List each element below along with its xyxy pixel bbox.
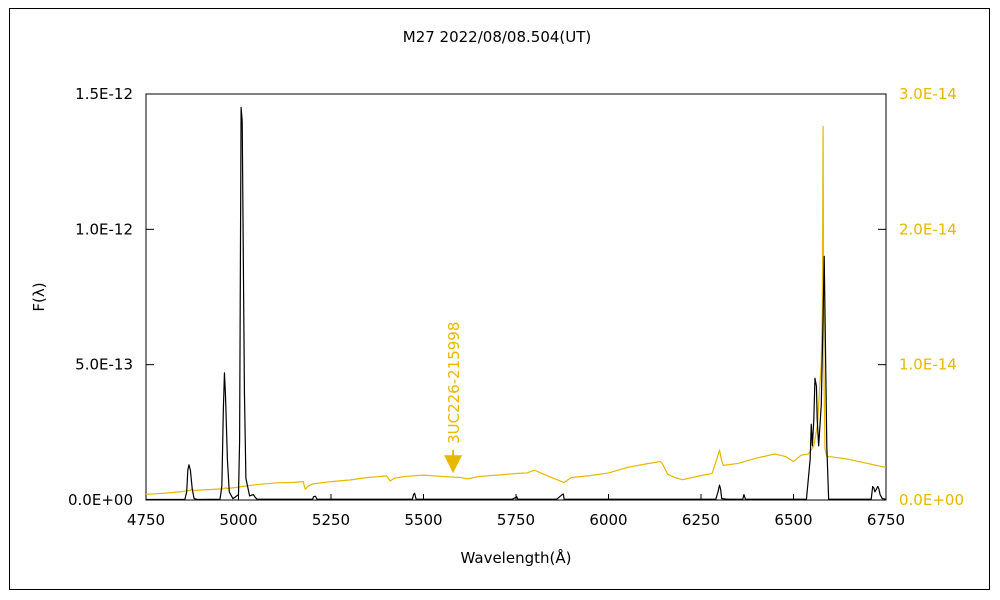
x-tick-label: 5000 (219, 511, 257, 529)
x-tick-label: 5250 (312, 511, 350, 529)
plot-area-border (145, 93, 887, 501)
y2-tick-label: 2.0E-14 (899, 220, 957, 238)
star-spectrum-line (145, 125, 887, 495)
y-tick-label: 1.0E-12 (75, 220, 133, 238)
chart-frame (9, 8, 990, 590)
nebula-spectrum-line (146, 106, 887, 501)
y2-tick-label: 3.0E-14 (899, 85, 957, 103)
annotation-layer: 3UC226-215998 (444, 322, 463, 474)
x-tick-label: 6500 (774, 511, 812, 529)
y-tick-label: 0.0E+00 (68, 491, 133, 509)
chart-title: M27 2022/08/08.504(UT) (403, 28, 592, 46)
x-axis-label: Wavelength(Å) (461, 548, 572, 567)
annotation-label: 3UC226-215998 (445, 322, 463, 444)
y-axis-label: F(λ) (30, 282, 48, 311)
x-tick-label: 6750 (867, 511, 905, 529)
x-tick-label: 6000 (589, 511, 627, 529)
y-axis-left: 0.0E+00 5.0E-13 1.0E-12 1.5E-12 (68, 85, 154, 509)
y2-tick-label: 1.0E-14 (899, 356, 957, 374)
annotation-arrow-head (444, 455, 463, 474)
x-tick-label: 4750 (127, 511, 165, 529)
y-tick-label: 1.5E-12 (75, 85, 133, 103)
x-tick-label: 6250 (682, 511, 720, 529)
x-tick-label: 5750 (497, 511, 535, 529)
series-layer (145, 106, 887, 501)
y-tick-label: 5.0E-13 (75, 356, 133, 374)
y2-tick-label: 0.0E+00 (899, 491, 964, 509)
x-tick-label: 5500 (404, 511, 442, 529)
y-axis-right: 0.0E+00 1.0E-14 2.0E-14 3.0E-14 (878, 85, 964, 509)
